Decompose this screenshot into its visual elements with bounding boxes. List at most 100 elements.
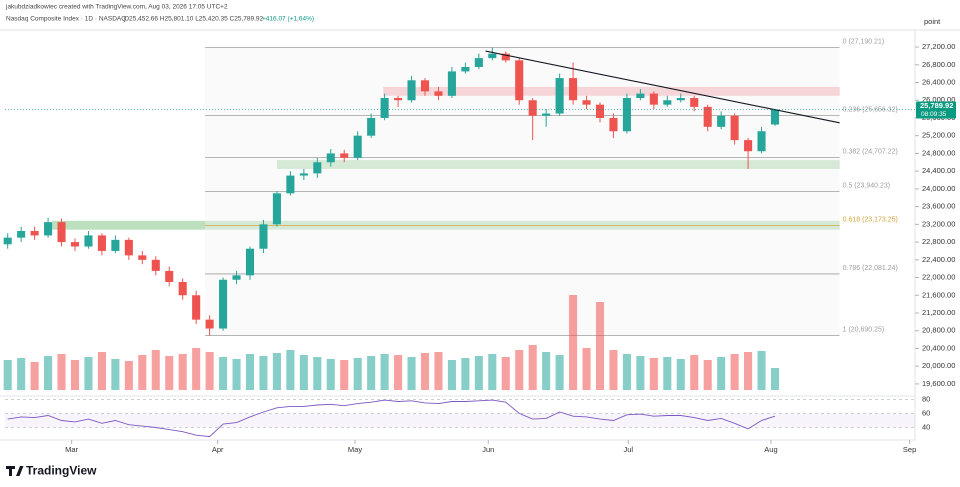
fib-label: 0.618 (23,173.25) [843,216,898,223]
volume-bar [757,351,766,390]
candle-body [663,100,672,105]
candle-body [717,115,726,127]
candle-body [595,104,605,118]
y-tick-label: 26,400.00 [922,77,955,86]
volume-bar [138,355,147,390]
candle-body [286,175,295,194]
volume-bar [609,350,618,390]
y-tick-label: 22,800.00 [922,237,955,246]
zone [276,160,840,169]
x-tick-label: May [348,445,362,454]
candle-body [313,162,322,174]
y-tick-label: 27,200.00 [922,42,955,51]
y-tick-label: 25,200.00 [922,131,955,140]
volume-bar [394,355,403,390]
y-tick-label: 20,000.00 [922,361,955,370]
candle-body [744,140,753,152]
candle-body [151,259,160,271]
candle-body [703,106,712,127]
volume-bar [649,358,658,390]
volume-bar [717,357,726,390]
x-tick-label: Mar [65,445,78,454]
candle-body [515,60,524,101]
candle-body [690,98,699,107]
x-tick-label: Sep [903,445,916,454]
x-tick-label: Jul [623,445,633,454]
volume-bar [676,359,685,390]
candle-body [245,248,255,276]
volume-bar [744,352,753,390]
y-tick-label: 24,800.00 [922,148,955,157]
volume-bar [595,302,605,390]
volume-bar [434,352,443,390]
volume-bar [97,352,106,390]
candle-body [17,230,26,238]
volume-bar [232,359,241,390]
volume-bar [84,357,93,390]
y-tick-label: 26,800.00 [922,60,955,69]
volume-bar [528,345,537,390]
fib-label: 1 (20,690.25) [843,326,885,333]
y-tick-label: 23,600.00 [922,202,955,211]
volume-bar [111,359,120,390]
candle-body [582,100,591,105]
candle-body [636,93,645,99]
volume-bar [555,355,564,390]
candle-body [609,117,618,132]
ohlc: O25,452.66 H25,801.10 L25,420.35 C25,789… [124,16,264,23]
candle-body [232,275,241,280]
candle-body [3,237,12,245]
last-price-box [916,101,956,119]
x-tick-label: Apr [212,445,224,454]
volume-bar [730,354,739,390]
candle-body [501,53,510,61]
y-tick-label: 22,400.00 [922,255,955,264]
volume-bar [703,360,712,390]
candle-body [420,80,430,92]
rsi-tick-label: 60 [922,408,930,417]
candle-body [205,319,214,329]
candle-body [299,173,308,176]
volume-bar [542,352,551,390]
candle-body [528,100,537,116]
candle-body [84,235,93,247]
volume-bar [407,357,416,390]
candle-body [219,279,228,329]
candle-body [165,270,174,282]
volume-bar [461,358,470,390]
candle-body [730,115,739,141]
candle-body [569,78,578,101]
fib-label: 0 (27,190.21) [843,38,885,45]
y-tick-label: 20,800.00 [922,326,955,335]
fib-label: 0.5 (23,940.23) [843,182,890,189]
rsi-line [7,399,776,438]
volume-bar [205,352,214,390]
volume-bar [474,356,483,390]
candle-body [447,71,456,96]
candle-body [649,93,658,105]
candle-body [394,98,403,101]
volume-bar [286,350,295,390]
volume-bar [259,356,268,390]
x-tick-label: Jun [482,445,494,454]
y-tick-label: 24,000.00 [922,184,955,193]
volume-bar [3,360,12,390]
candle-body [192,295,201,320]
candle-body [555,78,564,114]
volume-bar [245,354,255,390]
candle-body [124,239,133,256]
y-tick-label: 21,200.00 [922,308,955,317]
y-tick-label: 22,000.00 [922,273,955,282]
candle-body [340,153,349,158]
candle-body [138,255,147,260]
unit-label: point [924,17,941,26]
volume-bar [340,360,349,390]
trendline [485,50,840,124]
candle-body [770,109,780,125]
symbol: Nasdaq Composite Index · 1D · NASDAQ [6,16,126,23]
candle-body [111,239,120,251]
candle-body [272,193,281,225]
volume-bar [151,350,160,390]
change: +416.07 (+1.64%) [262,16,314,23]
